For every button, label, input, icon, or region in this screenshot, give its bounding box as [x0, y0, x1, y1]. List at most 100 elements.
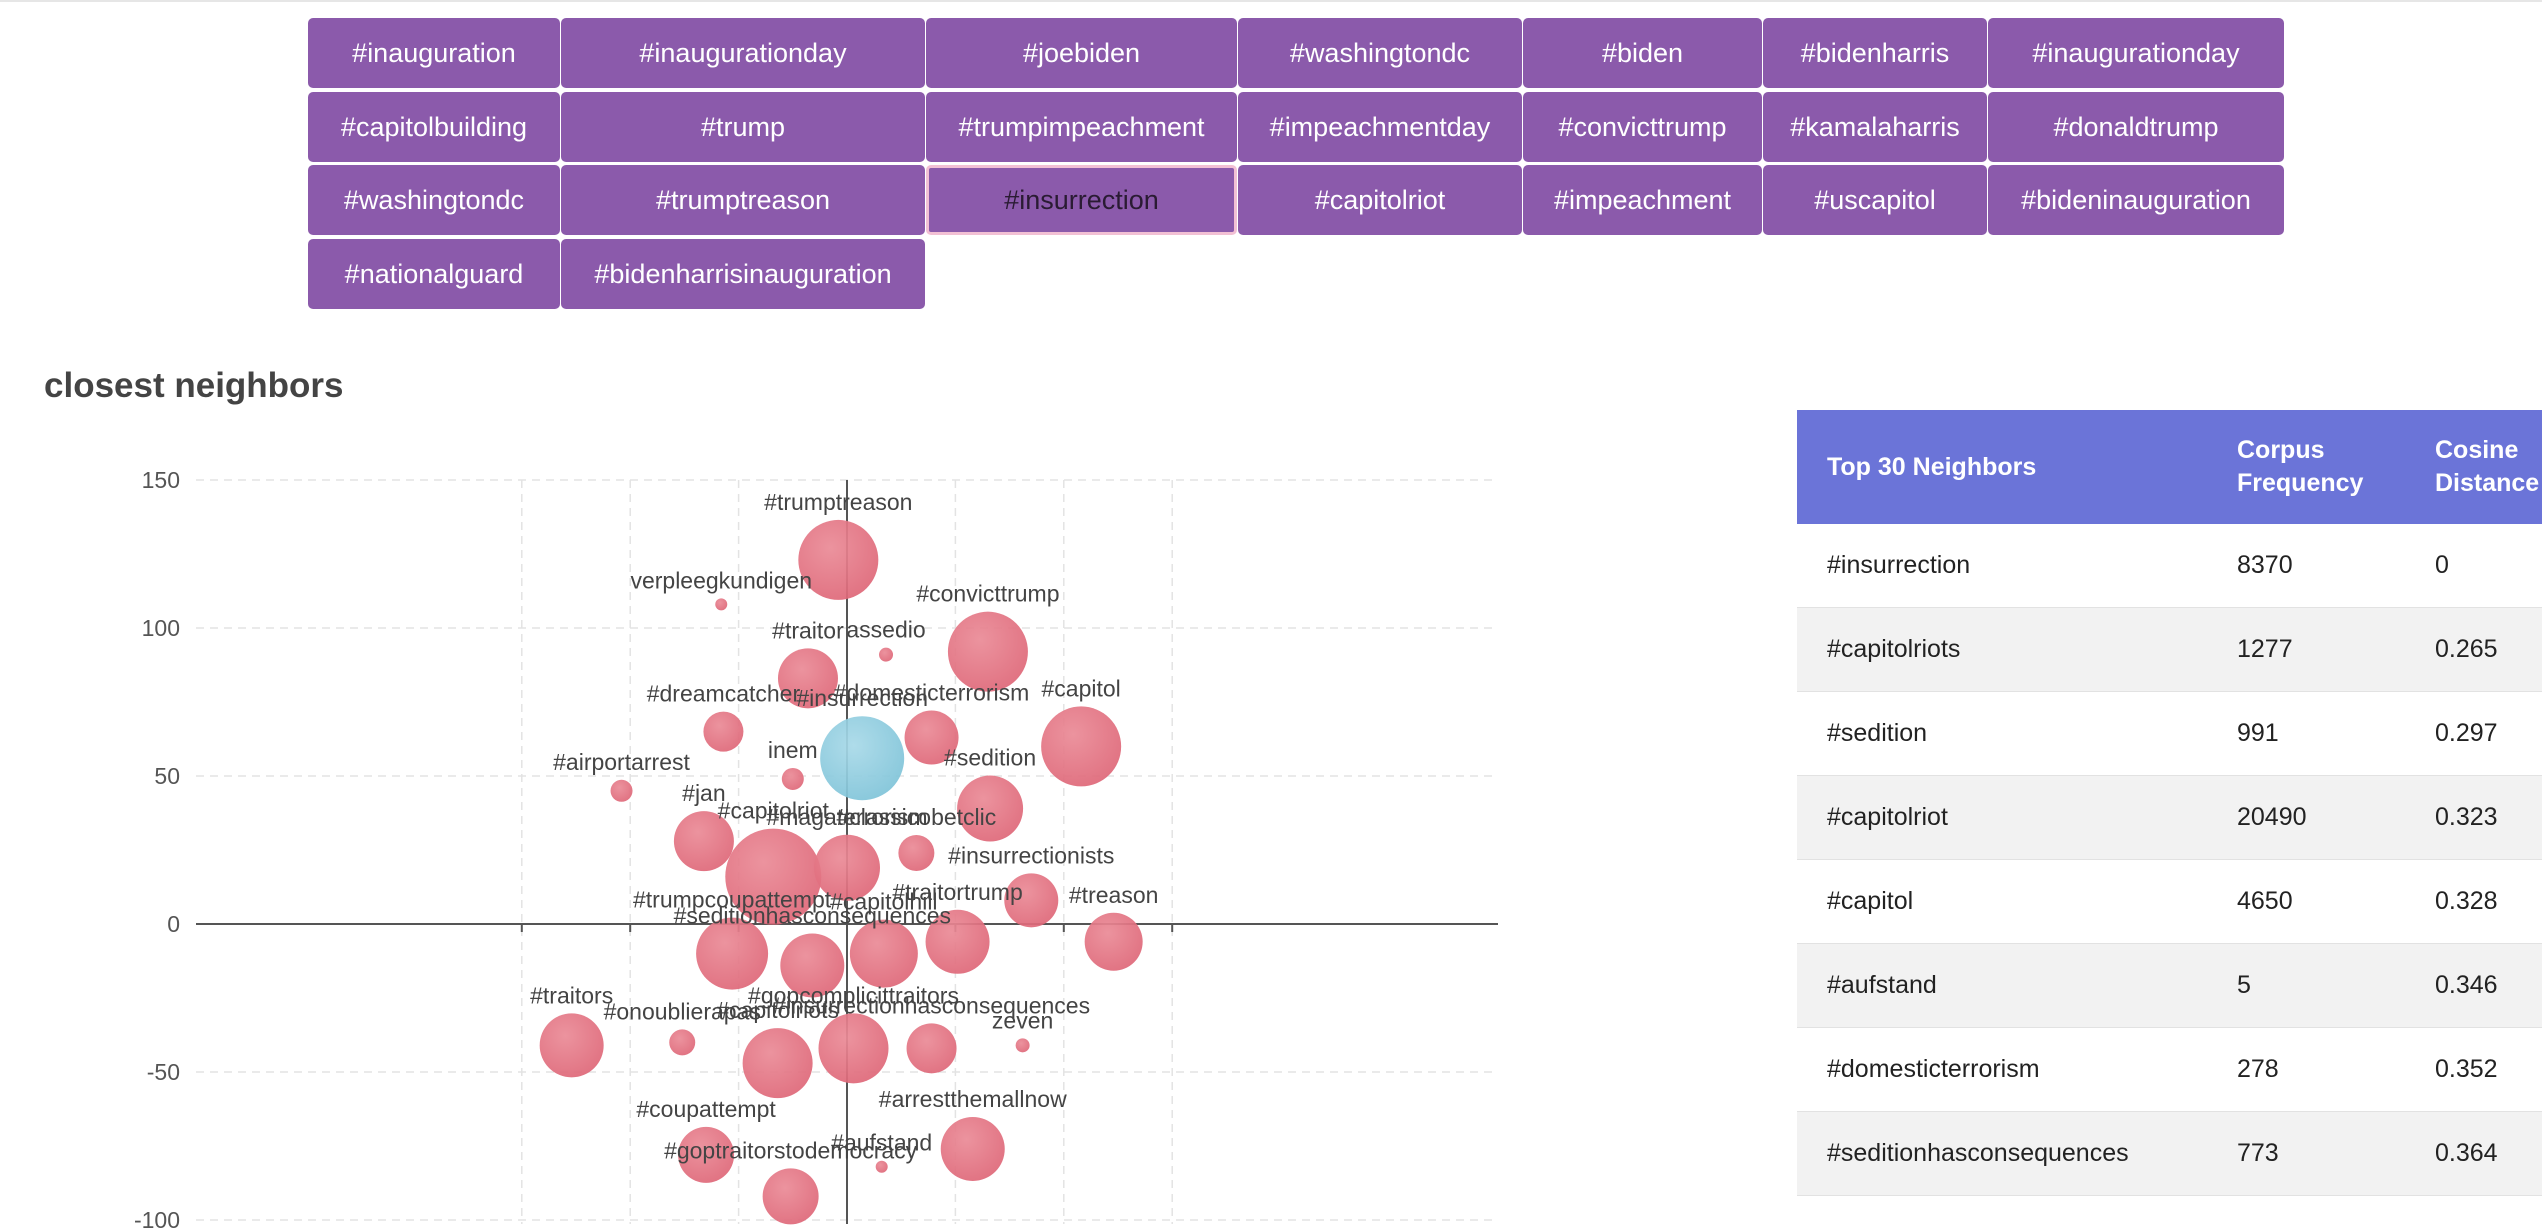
tag-button[interactable]: #washingtondc: [1238, 18, 1522, 88]
table-row: #sedition 991 0.297: [1797, 691, 2542, 776]
bubble-trumptreason: [798, 519, 879, 600]
cell-neighbor: #capitolriots: [1797, 607, 2217, 692]
table-header-row: Top 30 Neighbors Corpus Frequency Cosine…: [1797, 410, 2542, 524]
tag-button[interactable]: #trumptreason: [561, 165, 925, 235]
cell-frequency: 773: [2217, 1111, 2425, 1196]
bubble-label: #gopcomplicittraitors: [748, 982, 959, 1008]
bubble-arrestthemallnow: [940, 1116, 1005, 1181]
bubble-label: #traitor: [772, 617, 844, 643]
chart-bubbles: [539, 519, 1143, 1225]
tag-button[interactable]: #bidenharrisinauguration: [561, 239, 925, 309]
cell-frequency: 8370: [2217, 524, 2425, 608]
cell-neighbor: #seditionhasconsequences: [1797, 1111, 2217, 1196]
bubble-aufstand: [875, 1160, 888, 1173]
bubble-label: #domesticterrorism: [834, 680, 1030, 706]
tag-button[interactable]: #uscapitol: [1763, 165, 1987, 235]
bubble-traitors: [539, 1013, 604, 1078]
bubble-traitor: [777, 648, 838, 709]
bubble-label: assedio: [846, 617, 925, 643]
tag-button[interactable]: #biden: [1523, 18, 1762, 88]
bubble-magaterrorism: [814, 834, 880, 901]
tag-button[interactable]: #nationalguard: [308, 239, 560, 309]
bubble-convicttrump: [947, 611, 1028, 692]
bubble-onoublierapas: [669, 1029, 696, 1056]
tag-button[interactable]: #capitolriot: [1238, 165, 1522, 235]
bubble-assedio: [879, 647, 894, 662]
chart-axes: 150 100 50 0 -50 -100: [134, 467, 1498, 1228]
bubble-label: #trumptreason: [764, 489, 912, 515]
tag-button[interactable]: #donaldtrump: [1988, 92, 2284, 162]
y-tick-label: -100: [134, 1207, 180, 1228]
bubble-insurrectionhasconsequences: [906, 1023, 957, 1074]
bubble-label: #traitors: [530, 982, 613, 1008]
bubble-label: #sedition: [944, 745, 1036, 771]
bubble-label: #jan: [682, 780, 725, 806]
bubble-label: #capitolhill: [830, 889, 937, 915]
tag-button[interactable]: #capitolbuilding: [308, 92, 560, 162]
bubble-label: #convicttrump: [916, 581, 1059, 607]
neighbors-table: Top 30 Neighbors Corpus Frequency Cosine…: [1797, 410, 2542, 1196]
table-row: #capitol 4650 0.328: [1797, 859, 2542, 944]
bubble-label: #treason: [1069, 882, 1159, 908]
y-tick-label: 50: [154, 763, 180, 789]
cell-distance: 0.323: [2425, 775, 2542, 860]
bubble-traitortrump: [925, 909, 990, 974]
y-tick-label: 0: [167, 911, 180, 937]
bubble-label: verpleegkundigen: [630, 567, 812, 593]
bubble-label: inem: [768, 737, 818, 763]
cell-distance: 0.297: [2425, 691, 2542, 776]
cell-distance: 0: [2425, 524, 2542, 608]
cell-distance: 0.328: [2425, 859, 2542, 944]
bubble-capitolhill: [849, 919, 918, 988]
cell-distance: 0.352: [2425, 1027, 2542, 1112]
bubble-insurrection: [820, 716, 905, 801]
chart-labels: #trumptreason verpleegkundigen assedio #con…: [530, 489, 1158, 1163]
tag-button[interactable]: #insurrection: [926, 165, 1237, 235]
tag-button[interactable]: #joebiden: [926, 18, 1237, 88]
header-distance: Cosine Distance: [2425, 410, 2542, 524]
y-tick-label: -50: [147, 1059, 180, 1085]
tag-button[interactable]: #inaugurationday: [561, 18, 925, 88]
tag-button[interactable]: #kamalaharris: [1763, 92, 1987, 162]
tag-button[interactable]: #inauguration: [308, 18, 560, 88]
tag-button[interactable]: #trump: [561, 92, 925, 162]
bubble-label: #magaterrorism: [766, 804, 927, 830]
bubble-zeven: [1015, 1038, 1030, 1053]
bubble-airportarrest: [610, 779, 633, 802]
bubble-label: #insurrectionhasconsequences: [773, 992, 1090, 1018]
table-row: #seditionhasconsequences 773 0.364: [1797, 1111, 2542, 1196]
bubble-label: #airportarrest: [553, 749, 690, 775]
tag-button[interactable]: #convicttrump: [1523, 92, 1762, 162]
bubble-label: #goptraitorstodemocracy: [664, 1137, 918, 1163]
bubble-seditionhasconsequences: [780, 933, 845, 998]
bubble-label: #dreamcatcher: [647, 681, 801, 707]
tag-button[interactable]: #trumpimpeachment: [926, 92, 1237, 162]
bubble-label: #classicobetclic: [836, 804, 996, 830]
bubble-capitol: [1041, 706, 1122, 787]
tag-button[interactable]: #bideninauguration: [1988, 165, 2284, 235]
bubble-label: #insurrectionists: [948, 842, 1114, 868]
bubble-domesticterrorism: [904, 710, 959, 765]
tag-button[interactable]: #inaugurationday: [1988, 18, 2284, 88]
bubble-sedition: [957, 775, 1024, 842]
bubble-capitolriot: [725, 828, 822, 925]
cell-frequency: 991: [2217, 691, 2425, 776]
tag-button[interactable]: #washingtondc: [308, 165, 560, 235]
tag-button[interactable]: #impeachmentday: [1238, 92, 1522, 162]
bubble-dreamcatcher: [703, 711, 744, 752]
hashtag-grid: #inauguration #inaugurationday #joebiden #w…: [308, 18, 2284, 310]
bubble-coupattempt: [678, 1126, 735, 1183]
bubble-classicobetclic: [898, 834, 935, 871]
section-title: closest neighbors: [44, 366, 344, 405]
tag-button[interactable]: #bidenharris: [1763, 18, 1987, 88]
bubble-capitolriots: [742, 1028, 813, 1099]
bubble-label: #arrestthemallnow: [879, 1086, 1067, 1112]
bubble-label: #insurrection: [796, 685, 928, 711]
tag-button[interactable]: #impeachment: [1523, 165, 1762, 235]
y-tick-label: 100: [142, 615, 180, 641]
bubble-label: zeven: [992, 1007, 1053, 1033]
cell-frequency: 4650: [2217, 859, 2425, 944]
cell-distance: 0.265: [2425, 607, 2542, 692]
bubble-label: #traitortrump: [892, 879, 1022, 905]
neighbors-bubble-chart: 150 100 50 0 -50 -100 #trumptreason verpleegku…: [134, 467, 1498, 1228]
